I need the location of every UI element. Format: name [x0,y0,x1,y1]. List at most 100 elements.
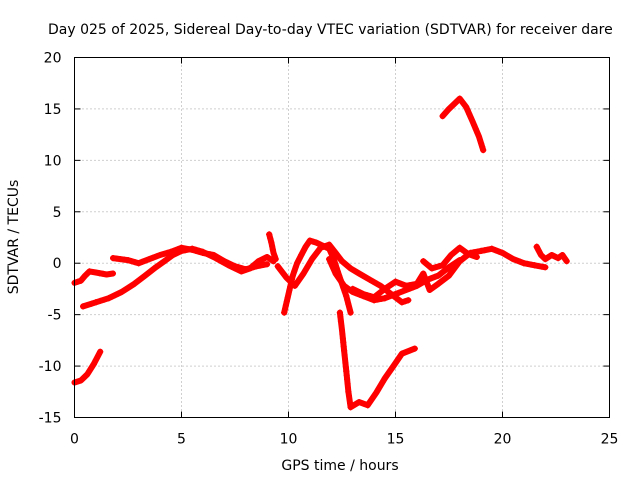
data-point [446,272,452,279]
data-point [110,255,116,262]
data-point [559,252,566,258]
data-point [478,247,485,254]
data-point [435,280,442,287]
series-arc-13 [533,243,570,265]
data-point [264,254,271,260]
y-tick-label: -15 [39,411,62,427]
series-arc-5 [266,231,279,263]
data-point [480,147,487,154]
data-point [285,291,292,298]
data-point [92,269,99,276]
data-point [555,255,562,262]
data-point [499,249,506,256]
data-point [343,293,350,300]
data-point [92,299,99,306]
x-tick-label: 0 [70,432,79,448]
data-point [77,377,84,384]
data-point [80,303,87,310]
data-layer [71,95,570,411]
data-point [341,282,348,289]
data-point [281,309,288,316]
data-point [125,257,131,264]
data-point [289,272,296,279]
data-point [420,258,427,265]
data-point [167,248,174,255]
data-point [264,261,271,268]
data-point [283,274,290,281]
data-point [341,347,348,354]
data-point [274,263,281,270]
data-point [161,258,168,265]
data-point [473,254,480,260]
data-point [142,272,149,279]
data-point [548,252,555,258]
data-point [398,299,405,306]
data-point [463,103,470,110]
data-point [103,271,110,278]
data-point [90,361,97,367]
data-point [221,258,228,265]
data-point [349,285,356,292]
data-point [336,309,343,316]
data-point [456,244,463,251]
data-point [326,241,333,248]
data-point [373,389,380,396]
data-point [476,133,482,140]
data-point [398,350,405,357]
plot-frame [74,57,610,418]
data-point [413,280,420,287]
series-arc-2 [71,268,116,286]
data-point [426,287,433,293]
x-axis-label: GPS time / hours [281,458,398,474]
data-point [510,256,517,263]
data-point [420,270,427,277]
data-point [428,265,435,272]
data-point [272,256,279,263]
data-point [152,264,159,271]
data-point [339,258,345,265]
data-point [242,266,249,273]
series-arc-10 [420,244,480,272]
data-point [82,272,89,279]
data-point [538,252,544,258]
grid [74,57,610,418]
x-tick-label: 20 [494,432,512,448]
data-point [135,260,142,267]
y-tick-label: -10 [39,359,62,375]
data-point [520,260,527,267]
data-point [439,262,446,269]
data-point [356,399,363,406]
data-point [360,291,367,298]
data-point [210,252,217,258]
data-point [105,295,112,302]
data-point [448,252,455,258]
data-point [469,118,476,125]
data-point [146,256,153,263]
data-point [405,297,412,304]
x-tick-label: 15 [387,432,405,448]
y-axis-label: SDTVAR / TECUs [6,180,22,295]
data-point [326,256,333,263]
data-point [347,404,354,411]
data-point [371,294,378,301]
data-point [232,263,238,270]
y-tick-label: 5 [53,205,62,221]
data-point [435,272,442,279]
data-point [291,282,298,289]
data-point [345,388,352,395]
data-point [302,243,309,250]
data-point [84,371,91,378]
data-point [306,237,313,244]
data-point [411,345,418,352]
data-point [332,270,339,277]
data-point [86,268,93,275]
y-tick-label: 15 [44,102,62,118]
data-point [131,280,138,287]
data-point [452,99,459,106]
data-point [268,239,275,246]
data-point [300,270,307,277]
data-point [381,285,388,292]
series-arc-9 [349,245,549,301]
data-point [563,258,570,265]
